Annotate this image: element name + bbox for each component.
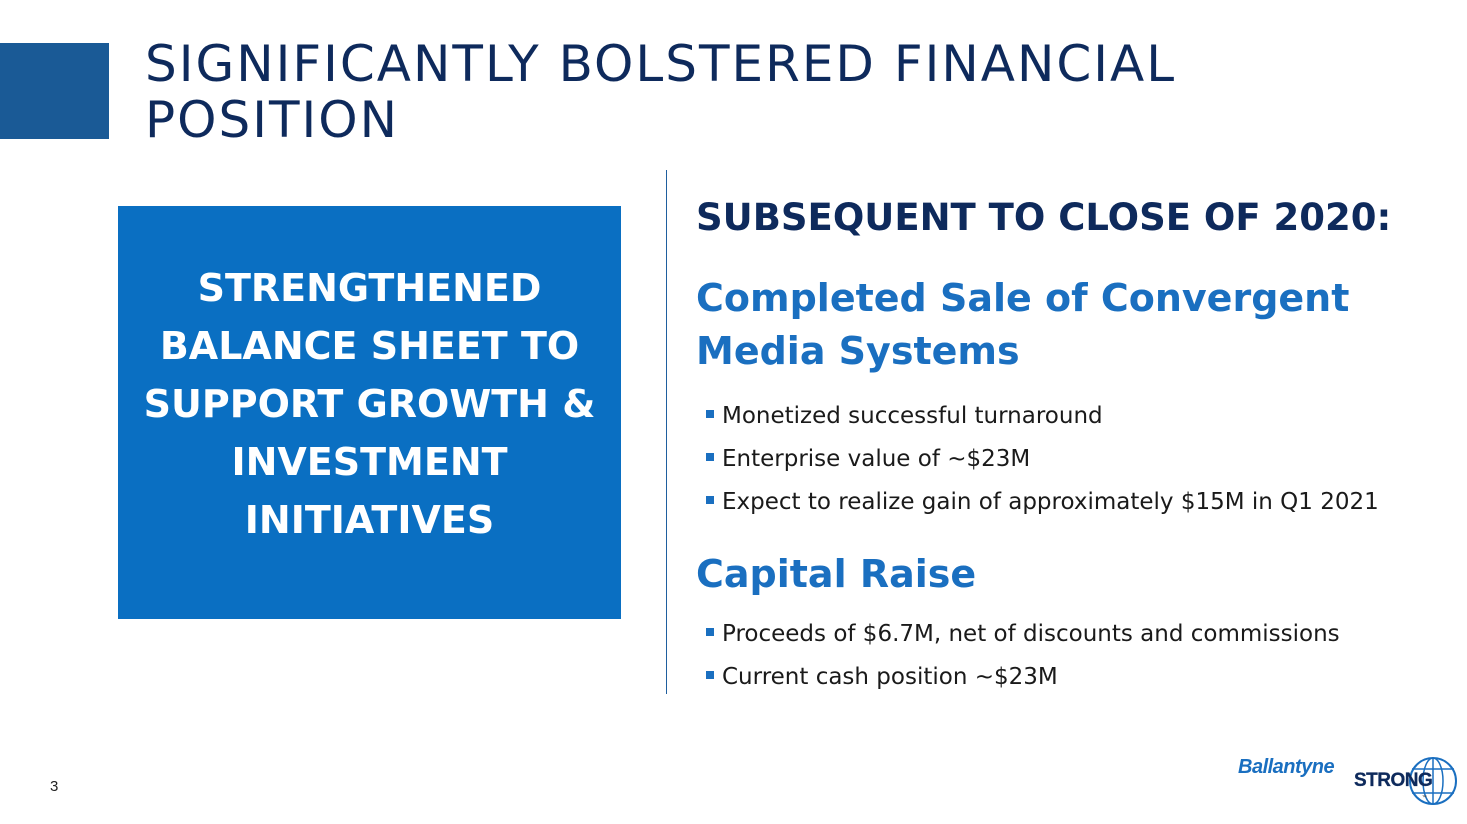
bullet-text: Enterprise value of ~$23M [722,445,1031,472]
list-item: Enterprise value of ~$23M [706,437,1379,480]
company-logo: Ballantyne STRONG ™ [1238,756,1457,805]
subheading-convergent-sale: Completed Sale of Convergent Media Syste… [696,276,1350,373]
list-item: Monetized successful turnaround [706,394,1379,437]
slide-title: SIGNIFICANTLY BOLSTERED FINANCIAL POSITI… [145,35,1177,149]
vertical-divider [666,170,667,694]
trademark-symbol: ™ [1422,795,1427,801]
bullet-square-icon [706,452,714,461]
page-number: 3 [50,778,59,795]
bullet-text: Current cash position ~$23M [722,663,1058,690]
list-item: Proceeds of $6.7M, net of discounts and … [706,612,1340,655]
bullet-square-icon [706,409,714,418]
section-heading: SUBSEQUENT TO CLOSE OF 2020: [696,196,1392,239]
bullet-text: Proceeds of $6.7M, net of discounts and … [722,620,1340,647]
bullet-list-convergent: Monetized successful turnaround Enterpri… [706,394,1379,523]
callout-box: STRENGTHENED BALANCE SHEET TO SUPPORT GR… [118,206,621,619]
list-item: Expect to realize gain of approximately … [706,480,1379,523]
logo-wordmark-strong: STRONG [1354,770,1433,791]
bullet-square-icon [706,670,714,679]
title-accent-block [0,43,109,139]
bullet-text: Expect to realize gain of approximately … [722,488,1379,515]
list-item: Current cash position ~$23M [706,655,1340,698]
bullet-square-icon [706,627,714,636]
bullet-list-capital: Proceeds of $6.7M, net of discounts and … [706,612,1340,698]
bullet-square-icon [706,495,714,504]
subheading-capital-raise: Capital Raise [696,552,977,596]
callout-text: STRENGTHENED BALANCE SHEET TO SUPPORT GR… [143,265,596,542]
logo-wordmark: Ballantyne [1238,756,1335,778]
bullet-text: Monetized successful turnaround [722,402,1103,429]
globe-icon [1409,757,1457,805]
